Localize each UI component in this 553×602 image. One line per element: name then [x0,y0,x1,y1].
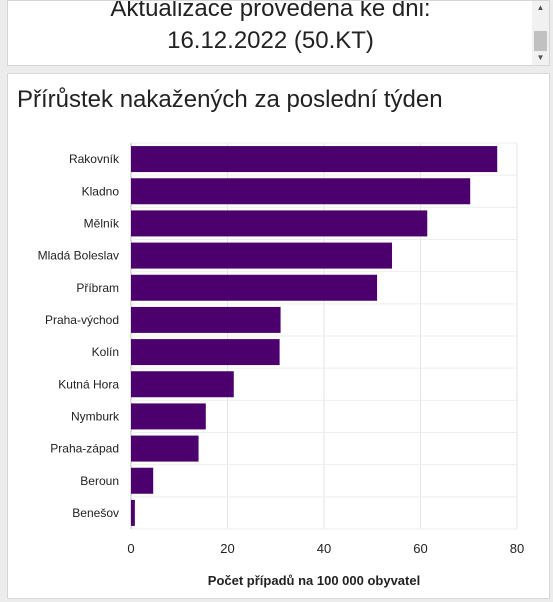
category-label: Benešov [72,506,119,520]
category-label: Praha-východ [45,313,119,327]
bar[interactable] [131,178,471,205]
bar[interactable] [131,210,428,237]
update-info-panel: Aktualizace provedena ke dni: 16.12.2022… [7,0,550,66]
category-label: Beroun [80,474,119,488]
grid [130,142,518,530]
chart-title: Přírůstek nakažených za poslední týden [17,86,443,113]
bar-chart: Rakovník Kladno Mělník Mladá Boleslav Příbra… [38,142,524,588]
bar[interactable] [131,339,280,366]
x-tick-label: 60 [413,541,427,556]
x-tick-labels: 0 20 40 60 80 [127,541,524,556]
category-label: Mladá Boleslav [38,249,119,263]
scroll-thumb[interactable] [534,31,547,51]
x-tick-label: 0 [127,541,134,556]
category-label: Kladno [82,184,120,198]
bar[interactable] [131,274,378,301]
scroll-down-icon[interactable]: ▼ [536,53,545,62]
category-label: Kutná Hora [58,377,119,391]
bars [131,146,498,526]
scroll-up-icon[interactable]: ▲ [536,3,545,12]
chart-panel: Přírůstek nakažených za poslední týden R… [7,73,550,599]
bar[interactable] [131,403,206,430]
category-label: Rakovník [69,152,120,166]
bar[interactable] [131,435,199,462]
update-info-text: Aktualizace provedena ke dni: 16.12.2022… [8,0,533,57]
category-label: Příbram [76,281,119,295]
bar[interactable] [131,242,393,269]
bar[interactable] [131,306,281,333]
bar[interactable] [131,467,154,494]
x-tick-label: 20 [220,541,234,556]
category-label: Praha-západ [50,442,119,456]
x-tick-label: 80 [510,541,524,556]
x-axis-title: Počet případů na 100 000 obyvatel [208,573,420,588]
category-label: Mělník [84,216,120,230]
category-label: Nymburk [71,409,120,423]
bar[interactable] [131,146,498,173]
bar[interactable] [131,371,234,398]
bar[interactable] [131,499,135,526]
update-info-line2: 16.12.2022 (50.KT) [167,27,374,54]
update-info-line1: Aktualizace provedena ke dni: [110,0,431,22]
x-tick-label: 40 [317,541,331,556]
category-labels: Rakovník Kladno Mělník Mladá Boleslav Příbra… [38,152,120,520]
category-label: Kolín [92,345,119,359]
scrollbar[interactable]: ▲ ▼ [532,1,549,65]
